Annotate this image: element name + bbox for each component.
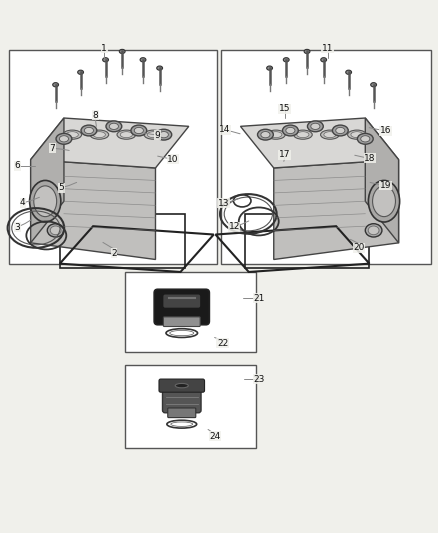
Ellipse shape <box>266 130 285 139</box>
Text: 13: 13 <box>218 199 229 208</box>
Bar <box>125 272 256 352</box>
Ellipse shape <box>332 125 348 136</box>
Ellipse shape <box>270 132 282 138</box>
Ellipse shape <box>47 224 64 237</box>
Text: 14: 14 <box>219 125 230 134</box>
FancyBboxPatch shape <box>154 289 209 325</box>
Text: 5: 5 <box>58 183 64 192</box>
Ellipse shape <box>156 130 172 140</box>
Ellipse shape <box>286 127 295 134</box>
Text: 4: 4 <box>20 198 25 207</box>
Text: 6: 6 <box>14 161 21 170</box>
Ellipse shape <box>134 127 143 134</box>
Ellipse shape <box>147 132 159 138</box>
Ellipse shape <box>357 133 373 144</box>
Bar <box>9 50 217 264</box>
Ellipse shape <box>110 123 118 130</box>
Ellipse shape <box>63 130 81 139</box>
Ellipse shape <box>140 58 146 62</box>
Bar <box>221 50 431 264</box>
Ellipse shape <box>90 130 109 139</box>
Ellipse shape <box>117 130 136 139</box>
Text: 2: 2 <box>111 249 117 258</box>
Text: 1: 1 <box>101 44 107 53</box>
Ellipse shape <box>307 121 323 132</box>
Text: 23: 23 <box>254 375 265 384</box>
Ellipse shape <box>293 130 312 139</box>
Ellipse shape <box>66 132 78 138</box>
Ellipse shape <box>85 127 93 134</box>
Ellipse shape <box>34 186 57 216</box>
Ellipse shape <box>361 136 370 142</box>
Text: 21: 21 <box>254 294 265 303</box>
Ellipse shape <box>368 226 379 235</box>
Ellipse shape <box>348 130 366 139</box>
Ellipse shape <box>119 50 125 53</box>
Text: 9: 9 <box>155 131 161 140</box>
Ellipse shape <box>56 133 72 144</box>
Ellipse shape <box>131 125 147 136</box>
Ellipse shape <box>81 125 97 136</box>
Ellipse shape <box>53 83 59 87</box>
Text: 3: 3 <box>14 223 21 231</box>
Text: 11: 11 <box>322 44 333 53</box>
Ellipse shape <box>50 226 61 235</box>
Ellipse shape <box>175 383 188 388</box>
Ellipse shape <box>346 70 352 74</box>
Text: 7: 7 <box>49 144 56 153</box>
Ellipse shape <box>351 132 363 138</box>
Polygon shape <box>240 118 399 168</box>
Text: 20: 20 <box>353 243 365 252</box>
FancyBboxPatch shape <box>162 381 201 413</box>
FancyBboxPatch shape <box>163 295 200 308</box>
Polygon shape <box>31 159 155 260</box>
Ellipse shape <box>336 127 345 134</box>
Ellipse shape <box>324 132 336 138</box>
Ellipse shape <box>297 132 309 138</box>
Ellipse shape <box>371 83 377 87</box>
Ellipse shape <box>102 58 109 62</box>
Ellipse shape <box>321 58 327 62</box>
Bar <box>125 365 256 448</box>
Ellipse shape <box>93 132 106 138</box>
Ellipse shape <box>258 130 273 140</box>
FancyBboxPatch shape <box>159 379 205 392</box>
Ellipse shape <box>60 136 68 142</box>
FancyBboxPatch shape <box>163 317 200 327</box>
Text: 18: 18 <box>364 154 376 163</box>
Text: 10: 10 <box>167 155 179 164</box>
Ellipse shape <box>78 70 84 74</box>
Ellipse shape <box>30 181 61 222</box>
Text: 15: 15 <box>279 104 290 114</box>
Ellipse shape <box>157 66 162 70</box>
Ellipse shape <box>283 125 298 136</box>
Text: 19: 19 <box>380 181 391 190</box>
Ellipse shape <box>106 121 122 132</box>
Ellipse shape <box>365 224 382 237</box>
Text: 24: 24 <box>209 432 220 441</box>
Text: 12: 12 <box>229 222 240 231</box>
Polygon shape <box>274 159 399 260</box>
Ellipse shape <box>373 186 396 216</box>
Ellipse shape <box>304 50 310 53</box>
Text: 8: 8 <box>92 111 99 120</box>
Ellipse shape <box>261 132 270 138</box>
Polygon shape <box>31 118 64 243</box>
Polygon shape <box>365 118 399 243</box>
Ellipse shape <box>144 130 163 139</box>
Text: 22: 22 <box>217 338 228 348</box>
Text: 16: 16 <box>380 126 391 135</box>
Polygon shape <box>31 118 189 168</box>
Ellipse shape <box>368 181 399 222</box>
Ellipse shape <box>311 123 320 130</box>
Ellipse shape <box>321 130 339 139</box>
Ellipse shape <box>283 58 289 62</box>
FancyBboxPatch shape <box>168 408 196 418</box>
Ellipse shape <box>159 132 168 138</box>
Ellipse shape <box>120 132 132 138</box>
Text: 17: 17 <box>279 150 290 159</box>
Ellipse shape <box>267 66 272 70</box>
